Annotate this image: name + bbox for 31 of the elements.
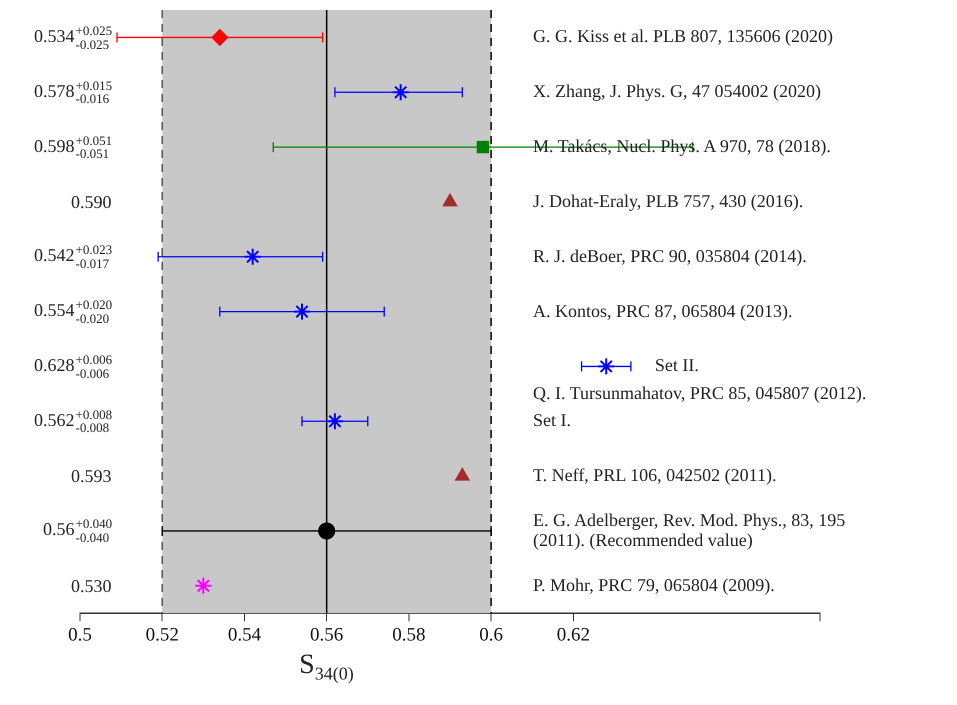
y-tick-label: 0.593 [71, 466, 112, 486]
point [392, 83, 410, 102]
x-tick-label: 0.6 [479, 624, 503, 646]
point [318, 522, 336, 540]
x-tick-label: 0.62 [556, 624, 590, 646]
y2-tick-label: E. G. Adelberger, Rev. Mod. Phys., 83, 195 (2011). (Recommended value) [533, 510, 846, 551]
point [194, 576, 212, 595]
x-tick-label: 0.56 [310, 624, 344, 646]
x-tick-label: 0.58 [392, 624, 426, 646]
y2-tick-label: J. Dohat-Eraly, PLB 757, 430 (2016). [533, 190, 804, 212]
point [293, 302, 311, 321]
point [476, 140, 490, 154]
x-axis-title: S$_{34(0)}$ [299, 649, 354, 685]
y2-tick-label: G. G. Kiss et al. PLB 807, 135606 (2020) [533, 26, 833, 48]
point [244, 248, 262, 266]
y2-tick-label: T. Neff, PRL 106, 042502 (2011). [533, 465, 776, 486]
x-tick-label: 0.52 [146, 624, 179, 646]
point [211, 28, 228, 46]
point [597, 357, 616, 376]
y-tick-label: 0.590 [71, 192, 112, 212]
annotation: Q. I. Tursunmahatov, PRC 85, 045807 (2012). [533, 382, 866, 404]
y2-tick-label: X. Zhang, J. Phys. G, 47 054002 (2020) [533, 81, 821, 102]
x-tick-label: 0.5 [68, 624, 92, 646]
y2-tick-label: A. Kontos, PRC 87, 065804 (2013). [533, 300, 793, 322]
y2-tick-label: R. J. deBoer, PRC 90, 035804 (2014). [533, 246, 807, 267]
y-tick-label: 0.530 [71, 576, 112, 596]
y2-tick-label: Set II. [654, 355, 699, 376]
y2-tick-label: Set I. [533, 410, 571, 432]
y2-tick-label: P. Mohr, PRC 79, 065804 (2009). [533, 574, 775, 596]
point [326, 412, 344, 430]
x-tick-label: 0.54 [228, 624, 262, 646]
